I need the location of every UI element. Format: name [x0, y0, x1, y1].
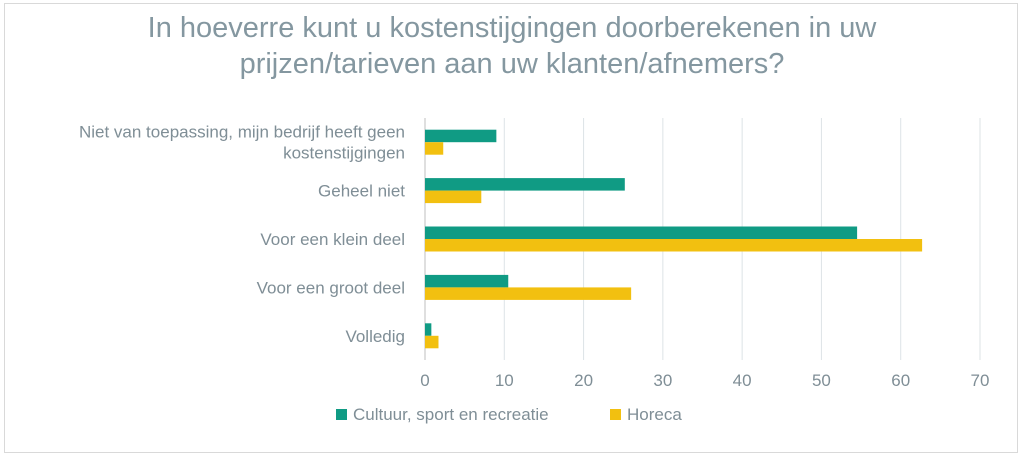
bar-cultuur	[425, 178, 625, 191]
x-tick-label: 50	[812, 371, 831, 390]
x-tick-label: 40	[733, 371, 752, 390]
category-labels: Niet van toepassing, mijn bedrijf heeft …	[79, 123, 405, 346]
bar-horeca	[425, 239, 923, 252]
x-tick-labels: 0 10 20 30 40 50 60 70	[420, 371, 989, 390]
bars	[425, 129, 923, 349]
chart-title: In hoeverre kunt u kostenstijgingen door…	[0, 10, 1024, 82]
bar-cultuur	[425, 226, 858, 239]
bar-horeca	[425, 190, 482, 204]
bar-horeca	[425, 335, 439, 349]
chart-title-line-2: prijzen/tarieven aan uw klanten/afnemers…	[239, 48, 785, 80]
category-label: Niet van toepassing, mijn bedrijf heeft …	[79, 123, 405, 163]
legend-item[interactable]: Horeca	[610, 405, 682, 424]
x-tick-label: 10	[495, 371, 514, 390]
bar-cultuur	[425, 323, 432, 336]
x-tick-label: 0	[420, 371, 429, 390]
x-tick-label: 30	[653, 371, 672, 390]
bar-horeca	[425, 142, 444, 155]
legend-label: Cultuur, sport en recreatie	[353, 405, 549, 424]
legend-item[interactable]: Cultuur, sport en recreatie	[336, 405, 549, 424]
category-label: Volledig	[345, 327, 405, 346]
legend-label: Horeca	[627, 405, 682, 424]
legend-swatch	[336, 409, 347, 420]
bar-horeca	[425, 287, 632, 300]
x-tick-label: 20	[574, 371, 593, 390]
x-tick-label: 70	[971, 371, 990, 390]
legend[interactable]: Cultuur, sport en recreatie Horeca	[336, 405, 682, 424]
chart-title-line-1: In hoeverre kunt u kostenstijgingen door…	[147, 12, 877, 44]
category-label: Voor een klein deel	[260, 230, 405, 249]
x-tick-label: 60	[891, 371, 910, 390]
bar-cultuur	[425, 274, 509, 288]
bar-cultuur	[425, 129, 497, 143]
category-label: Voor een groot deel	[257, 278, 405, 297]
legend-swatch	[610, 409, 621, 420]
category-label: Geheel niet	[318, 182, 405, 201]
